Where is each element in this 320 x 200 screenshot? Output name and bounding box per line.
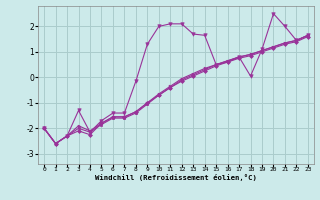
X-axis label: Windchill (Refroidissement éolien,°C): Windchill (Refroidissement éolien,°C) [95, 174, 257, 181]
